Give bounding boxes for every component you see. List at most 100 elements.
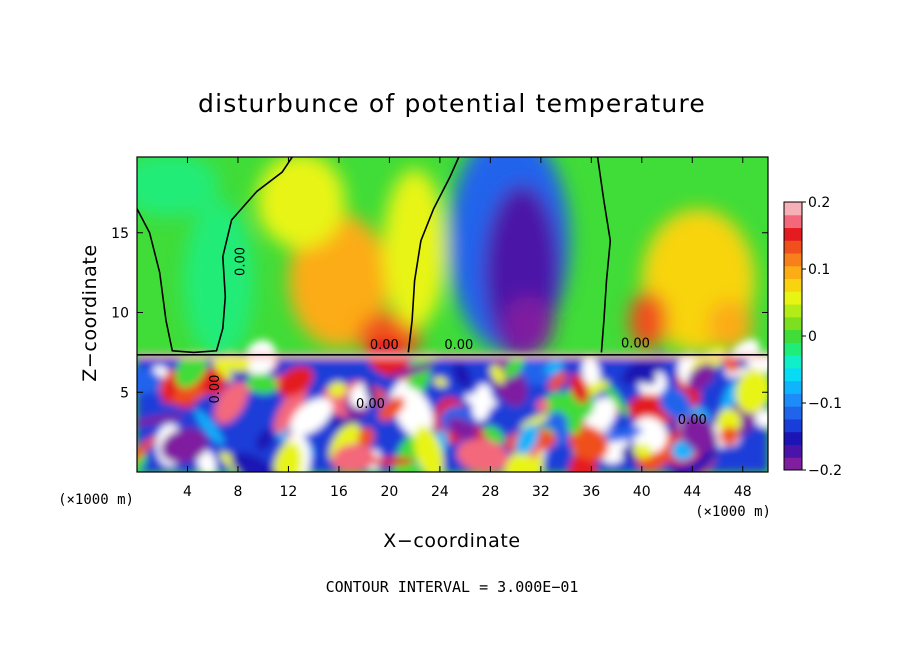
x-tick-label: 8 [233,484,242,500]
colorbar-tick-label: 0.1 [808,262,830,278]
turbulence-cell [735,369,768,414]
turbulence-cell [137,413,185,426]
colorbar-swatch [784,253,802,267]
colorbar-swatch [784,291,802,305]
plot-frame [136,156,769,473]
turbulence-cell [272,441,303,472]
colorbar-swatch [784,367,802,382]
turbulence-cell [504,356,524,378]
turbulence-cell [137,367,162,395]
colorbar-swatch [784,444,802,458]
x-tick-label: 44 [683,484,701,500]
turbulence-cell [632,443,653,459]
colorbar-swatch [784,393,802,407]
turbulence-cell [161,373,179,404]
turbulence-cell [246,373,278,394]
turbulence-cell [212,357,233,381]
x-axis-unit: (×1000 m) [695,504,771,520]
plot-area: 0.00 0.00 0.00 0.00 0.00 0.00 0.00 [137,157,768,472]
contour-line-2 [596,157,612,353]
turbulence-cell [194,409,224,446]
field-region-0 [288,213,390,348]
colorbar-swatch [784,342,802,356]
colorbar-tick-label: −0.2 [808,463,842,479]
field-region-8 [629,291,668,350]
y-tick-label: 10 [111,306,129,322]
turbulence-cell [601,379,629,417]
colorbar-swatch [784,431,802,445]
x-tick-label: 36 [582,484,600,500]
turbulence-cell [378,396,405,421]
contour-label: 0.00 [233,247,248,276]
turbulence-cell [198,367,227,395]
turbulence-cell [214,381,248,424]
field-region-10 [183,200,255,361]
turbulence-cell [160,428,209,464]
contour-label: 0.00 [678,413,707,428]
colorbar-swatch [784,380,802,394]
x-tick-label: 32 [532,484,550,500]
x-tick-label: 28 [481,484,499,500]
turbulence-cell [137,435,157,471]
turbulence-cell [544,360,564,375]
colorbar-tick-label: −0.1 [808,396,842,412]
colorbar-swatch [784,316,802,331]
y-tick-label: 15 [111,226,129,242]
turbulence-cell [388,362,436,379]
turbulence-cell [290,397,333,436]
turbulence-cell [447,417,478,441]
turbulence-cell [364,378,377,407]
turbulence-cell [515,424,539,455]
turbulence-cell [687,363,716,391]
turbulence-cell [273,384,308,434]
field-region-3 [383,168,447,329]
x-tick-label: 48 [734,484,752,500]
contour-label: 0.00 [208,375,223,404]
turbulence-cell [358,427,375,447]
turbulence-cell [603,426,643,442]
turbulence-cell [520,413,549,430]
colorbar-swatch [784,304,802,318]
contour-label: 0.00 [370,338,399,353]
turbulence-cell [471,383,492,422]
turbulence-cell [256,428,274,452]
turbulence-cell [197,449,217,472]
contour-line-0 [137,157,293,354]
turbulence-cell [719,426,739,446]
turbulence-cell [483,425,505,444]
turbulence-cell [659,387,692,419]
colorbar-swatch [784,202,802,216]
colorbar-swatch [784,278,802,292]
turbulence-cell [536,398,550,413]
turbulence-cell [716,408,742,435]
colorbar-swatch [784,265,802,280]
colorbar: −0.2 −0.1 0 0.1 0.2 [783,195,842,479]
colorbar-tick-label: 0 [808,329,817,345]
inversion-band [137,353,768,359]
colorbar-swatch [784,329,802,343]
turbulence-cell [433,377,448,387]
x-tick-label: 20 [380,484,398,500]
colorbar-swatch [784,240,802,254]
contour-line-1 [407,157,460,353]
contour-label: 0.00 [356,397,385,412]
turbulence-cell [569,425,609,461]
turbulence-cell [137,452,147,472]
x-tick-label: 4 [183,484,192,500]
field-region-2 [256,157,346,249]
turbulence-cell [452,360,472,389]
x-tick-label: 12 [280,484,298,500]
turbulence-cell [231,452,278,472]
contour-interval-note: CONTOUR INTERVAL = 3.000E−01 [326,578,579,596]
turbulence-cell [754,409,768,428]
field-region-6 [502,296,554,354]
colorbar-swatch [784,418,802,433]
turbulence-cell [456,438,509,472]
colorbar-swatch [784,227,802,241]
turbulence-cell [547,372,568,391]
turbulence-cell [630,366,657,385]
turbulence-cell [277,366,314,397]
x-tick-label: 40 [633,484,651,500]
colorbar-swatch [784,406,802,420]
turbulence-cell [367,457,415,466]
